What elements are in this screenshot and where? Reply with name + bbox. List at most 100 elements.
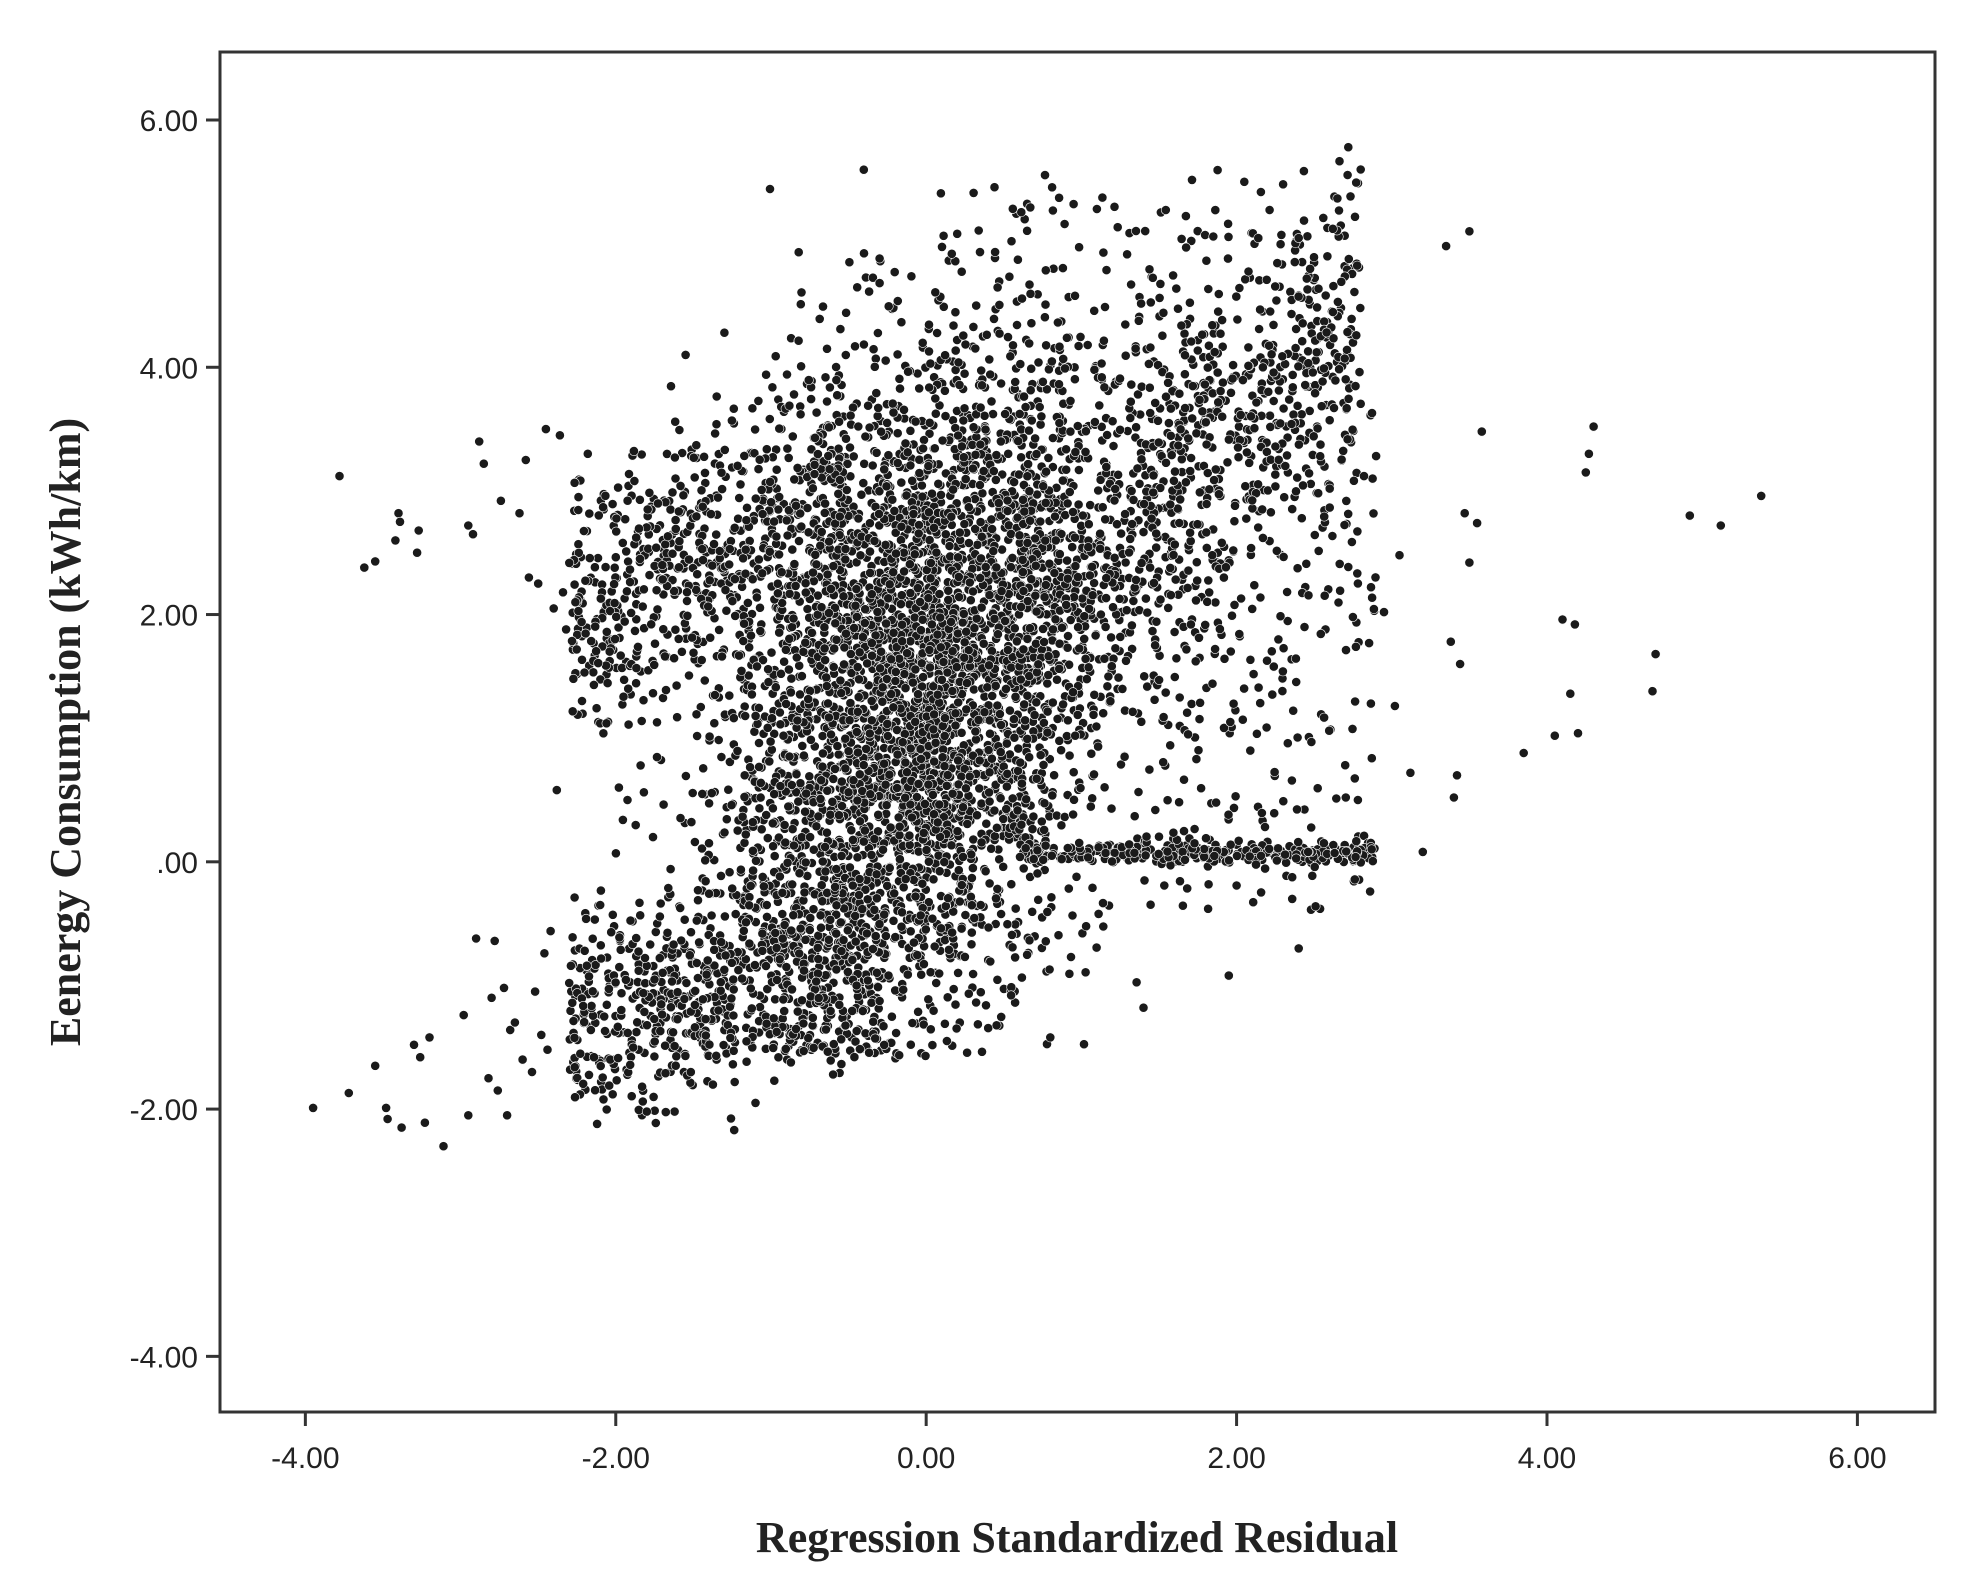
scatter-point xyxy=(940,411,951,421)
scatter-point xyxy=(998,861,1009,872)
scatter-point xyxy=(853,421,864,432)
scatter-point xyxy=(1047,182,1057,193)
scatter-point xyxy=(766,744,777,755)
scatter-point xyxy=(893,812,904,823)
scatter-point xyxy=(997,469,1008,480)
scatter-point xyxy=(852,852,863,863)
scatter-point xyxy=(898,882,909,893)
scatter-point xyxy=(1008,340,1018,351)
scatter-point xyxy=(1160,687,1171,698)
scatter-point xyxy=(720,911,730,922)
scatter-point xyxy=(1041,340,1051,351)
scatter-point xyxy=(779,1006,790,1016)
scatter-point xyxy=(697,789,708,799)
scatter-point xyxy=(993,629,1003,640)
scatter-point xyxy=(852,282,863,293)
scatter-point xyxy=(925,573,936,584)
scatter-point xyxy=(1003,448,1014,459)
scatter-point xyxy=(1044,964,1055,975)
scatter-point xyxy=(914,454,925,465)
scatter-point xyxy=(899,669,910,679)
scatter-point xyxy=(1093,909,1104,919)
scatter-point xyxy=(1141,593,1151,604)
scatter-point xyxy=(992,282,1003,293)
scatter-point xyxy=(841,307,851,318)
scatter-point xyxy=(1001,804,1012,814)
scatter-point xyxy=(890,667,901,677)
scatter-point xyxy=(881,618,891,629)
scatter-point xyxy=(947,686,958,696)
scatter-point xyxy=(980,562,991,572)
scatter-point xyxy=(769,789,780,799)
scatter-point xyxy=(704,731,715,742)
scatter-point xyxy=(936,188,946,199)
scatter-point xyxy=(796,832,807,843)
scatter-point xyxy=(1074,242,1084,253)
scatter-point xyxy=(762,722,773,733)
scatter-point xyxy=(803,694,814,704)
scatter-point xyxy=(885,822,896,833)
scatter-point xyxy=(989,182,1000,193)
scatter-point xyxy=(1063,883,1074,894)
scatter-point xyxy=(968,187,979,198)
scatter-point xyxy=(883,970,894,981)
scatter-point xyxy=(1020,402,1031,412)
scatter-point xyxy=(917,878,928,889)
scatter-point xyxy=(1133,787,1144,797)
scatter-point xyxy=(937,435,948,446)
scatter-point xyxy=(630,820,641,830)
scatter-point xyxy=(851,1026,862,1036)
scatter-point xyxy=(754,762,764,772)
scatter-point xyxy=(761,810,772,820)
scatter-point xyxy=(920,924,931,935)
scatter-point xyxy=(991,1020,1002,1031)
scatter-point xyxy=(1058,263,1068,273)
scatter-point xyxy=(737,811,748,822)
scatter-point xyxy=(890,676,901,686)
scatter-point xyxy=(935,612,946,623)
scatter-point xyxy=(1006,990,1016,1001)
scatter-point xyxy=(1016,452,1026,463)
scatter-point xyxy=(845,410,856,421)
scatter-point xyxy=(1044,754,1055,764)
scatter-point xyxy=(1010,952,1020,963)
scatter-point xyxy=(914,383,925,394)
scatter-point xyxy=(966,891,976,902)
scatter-point xyxy=(943,595,954,605)
scatter-point xyxy=(855,816,865,827)
scatter-point xyxy=(973,715,984,725)
scatter-point xyxy=(1033,357,1044,368)
scatter-point xyxy=(826,729,836,740)
scatter-point xyxy=(1025,202,1036,213)
scatter-point xyxy=(1002,768,1013,779)
scatter-point xyxy=(799,750,809,761)
scatter-point xyxy=(883,301,894,312)
scatter-point xyxy=(925,1024,936,1035)
scatter-point xyxy=(992,974,1003,985)
scatter-point xyxy=(940,529,951,540)
scatter-point xyxy=(994,854,1005,865)
scatter-point xyxy=(1018,863,1029,874)
scatter-point xyxy=(775,719,786,730)
scatter-point xyxy=(872,411,883,421)
scatter-point xyxy=(838,591,849,602)
scatter-point xyxy=(937,752,948,763)
scatter-point xyxy=(887,398,898,409)
scatter-point xyxy=(904,830,915,841)
scatter-point xyxy=(867,650,877,661)
scatter-point xyxy=(966,927,977,938)
scatter-point xyxy=(956,727,967,738)
scatter-point xyxy=(992,700,1003,711)
scatter-point xyxy=(695,702,706,712)
scatter-point xyxy=(970,343,981,354)
scatter-point xyxy=(892,349,903,360)
scatter-point xyxy=(853,513,864,524)
scatter-point xyxy=(852,706,863,717)
scatter-point xyxy=(1048,462,1058,472)
scatter-point xyxy=(954,592,964,602)
scatter-point xyxy=(1027,906,1038,917)
scatter-point xyxy=(833,749,844,760)
scatter-point xyxy=(794,660,805,671)
scatter-point xyxy=(975,439,986,450)
scatter-point xyxy=(1056,820,1067,831)
